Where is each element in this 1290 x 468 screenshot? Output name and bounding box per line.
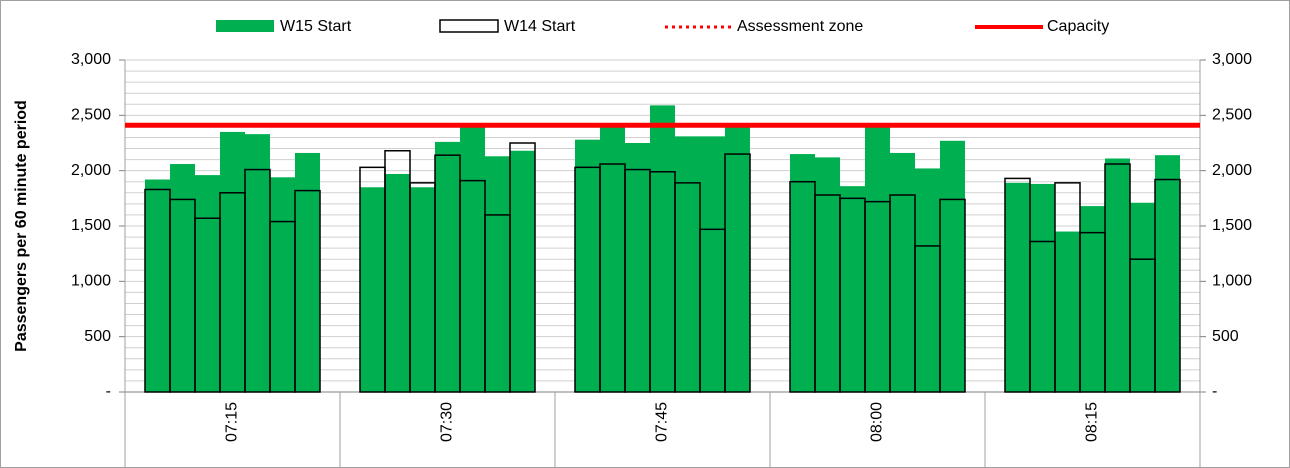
bar (194, 175, 220, 392)
legend-swatch (216, 20, 274, 32)
bar (1004, 182, 1030, 392)
bar (295, 152, 321, 392)
y2-tick-label: 2,000 (1212, 162, 1252, 179)
bar (1079, 206, 1106, 392)
bar (599, 126, 625, 393)
bar (245, 134, 271, 392)
bar (675, 136, 701, 392)
y-tick-label: 3,000 (71, 51, 111, 68)
y2-tick-label: 3,000 (1212, 51, 1252, 68)
legend-label: Capacity (1047, 18, 1109, 35)
y-tick-label: 1,000 (71, 273, 111, 290)
bar (169, 164, 195, 392)
bar (890, 152, 916, 392)
bar (434, 141, 461, 392)
x-tick-label: 08:00 (869, 402, 886, 442)
bar (1054, 231, 1080, 392)
bar (574, 139, 600, 392)
y2-tick-label: 1,000 (1212, 273, 1252, 290)
y2-tick-label: 500 (1212, 328, 1239, 345)
x-tick-label: 08:15 (1084, 402, 1101, 442)
bar (789, 154, 815, 392)
bar (510, 150, 536, 392)
x-tick-label: 07:45 (654, 402, 671, 442)
bar (485, 156, 511, 392)
bar (700, 136, 726, 392)
y-tick-label: 500 (84, 328, 111, 345)
bar (915, 168, 941, 392)
y-tick-label: 1,500 (71, 217, 111, 234)
bar (1105, 158, 1131, 392)
bar (1029, 183, 1055, 392)
legend-swatch (439, 19, 499, 33)
bar (940, 140, 966, 392)
y-tick-label: 2,000 (71, 162, 111, 179)
bar (939, 198, 966, 393)
bar (624, 143, 650, 392)
bar (384, 173, 410, 392)
y-tick-label: - (106, 383, 111, 400)
bar (270, 177, 296, 392)
bar (1154, 178, 1181, 393)
bar (1130, 202, 1156, 392)
y2-tick-label: 1,500 (1212, 217, 1252, 234)
y2-tick-label: 2,500 (1212, 107, 1252, 124)
bar (814, 157, 840, 392)
bar (460, 124, 486, 392)
bar (649, 105, 676, 392)
legend-label: W15 Start (280, 18, 352, 35)
legend-label: Assessment zone (737, 18, 863, 35)
bar (725, 126, 751, 393)
bar (724, 153, 751, 393)
bar (359, 187, 385, 392)
bar (864, 126, 891, 393)
bar (409, 187, 435, 392)
y-axis-label: Passengers per 60 minute period (13, 100, 30, 352)
bar (839, 186, 865, 392)
legend-label: W14 Start (504, 18, 576, 35)
bar (294, 189, 321, 393)
bar (144, 179, 170, 392)
bar (1155, 155, 1181, 392)
x-tick-label: 07:15 (224, 402, 241, 442)
bar (219, 131, 246, 392)
y-tick-label: 2,500 (71, 107, 111, 124)
x-tick-label: 07:30 (439, 402, 456, 442)
bar (509, 142, 536, 393)
y2-tick-label: - (1212, 383, 1217, 400)
